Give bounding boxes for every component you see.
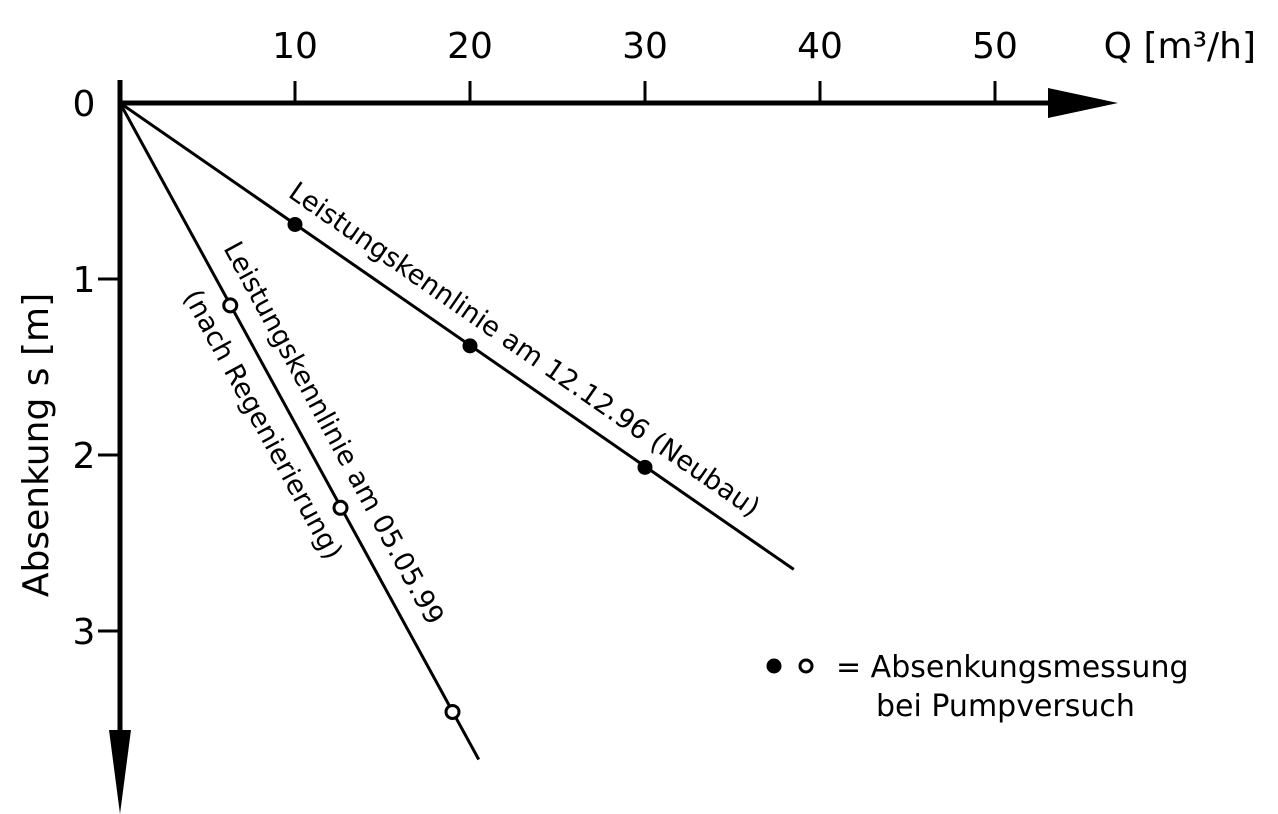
y-axis-arrow-icon xyxy=(109,730,131,814)
x-tick-label: 30 xyxy=(622,26,668,67)
data-point-open xyxy=(332,499,349,516)
x-axis-title: Q [m³/h] xyxy=(1104,26,1256,67)
x-tick-label: 50 xyxy=(972,26,1018,67)
series-line-1 xyxy=(119,101,795,571)
legend-text-line2: bei Pumpversuch xyxy=(876,689,1135,724)
axes: 10 20 30 40 50 Q [m³/h] 0 1 2 3 Absenkung s [m] xyxy=(16,26,1256,814)
series-lines xyxy=(118,101,795,761)
legend-filled-marker-icon xyxy=(766,658,782,674)
x-tick-label: 20 xyxy=(447,26,493,67)
labels: Leistungskennlinie am 12.12.96 (Neubau)L… xyxy=(177,176,765,630)
legend-text-line1: = Absenkungsmessung xyxy=(836,650,1189,685)
series-line-2 xyxy=(118,102,481,761)
y-axis-title: Absenkung s [m] xyxy=(16,293,57,597)
data-point-open xyxy=(444,703,461,720)
y-tick-label: 0 xyxy=(73,84,96,125)
y-tick-label: 3 xyxy=(73,612,96,653)
x-tick-label: 10 xyxy=(272,26,318,67)
data-point-filled xyxy=(287,216,303,232)
data-point-open xyxy=(222,297,239,314)
x-tick-label: 40 xyxy=(797,26,843,67)
x-axis-arrow-icon xyxy=(1048,88,1118,118)
markers xyxy=(222,216,653,720)
legend: = Absenkungsmessung bei Pumpversuch xyxy=(766,650,1189,724)
data-point-filled xyxy=(637,459,653,475)
y-tick-label: 1 xyxy=(73,260,96,301)
legend-open-marker-icon xyxy=(798,658,814,674)
data-point-filled xyxy=(462,338,478,354)
y-tick-label: 2 xyxy=(73,436,96,477)
